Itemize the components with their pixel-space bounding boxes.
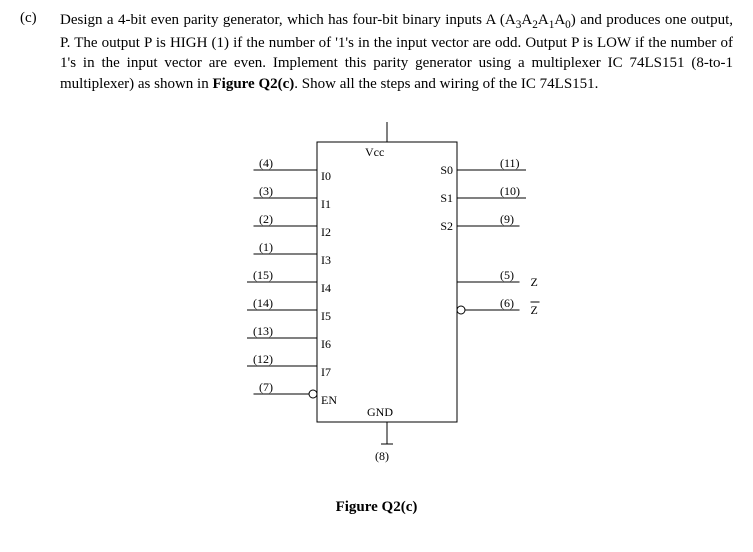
svg-text:S0: S0 [440, 163, 453, 177]
svg-text:(11): (11) [500, 156, 520, 170]
svg-text:I0: I0 [321, 169, 331, 183]
svg-text:(10): (10) [500, 184, 520, 198]
question-text: Design a 4-bit even parity generator, wh… [60, 10, 733, 94]
svg-text:(15): (15) [253, 268, 273, 282]
qtext-mid3: A [554, 12, 565, 28]
svg-text:GND: GND [367, 405, 393, 419]
svg-text:(9): (9) [500, 212, 514, 226]
svg-text:(2): (2) [259, 212, 273, 226]
qtext-mid1: A [521, 12, 532, 28]
svg-text:(5): (5) [500, 268, 514, 282]
svg-text:(1): (1) [259, 240, 273, 254]
svg-text:(7): (7) [259, 380, 273, 394]
qtext-end: . Show all the steps and wiring of the I… [294, 76, 598, 92]
svg-text:EN: EN [321, 393, 337, 407]
svg-text:S1: S1 [440, 191, 453, 205]
svg-text:I2: I2 [321, 225, 331, 239]
qtext-figref: Figure Q2(c) [212, 76, 294, 92]
svg-text:S2: S2 [440, 219, 453, 233]
svg-text:I5: I5 [321, 309, 331, 323]
svg-text:(6): (6) [500, 296, 514, 310]
question-label: (c) [20, 10, 60, 27]
svg-text:Z: Z [530, 303, 537, 317]
qtext-pre: Design a 4-bit even parity generator, wh… [60, 12, 516, 28]
svg-text:I7: I7 [321, 365, 331, 379]
svg-text:Vcc: Vcc [365, 145, 384, 159]
svg-text:I1: I1 [321, 197, 331, 211]
figure-caption: Figure Q2(c) [20, 499, 733, 516]
svg-text:(8): (8) [375, 449, 389, 463]
qtext-mid2: A [538, 12, 549, 28]
svg-text:(4): (4) [259, 156, 273, 170]
svg-text:Z: Z [530, 275, 537, 289]
svg-text:I6: I6 [321, 337, 331, 351]
svg-text:(3): (3) [259, 184, 273, 198]
question-row: (c) Design a 4-bit even parity generator… [20, 10, 733, 94]
svg-text:(12): (12) [253, 352, 273, 366]
ic-diagram: Vcc(16)GND(8)I0(4)I1(3)I2(2)I3(1)I4(15)I… [197, 122, 557, 482]
svg-text:I3: I3 [321, 253, 331, 267]
svg-text:(14): (14) [253, 296, 273, 310]
svg-text:I4: I4 [321, 281, 331, 295]
svg-text:(13): (13) [253, 324, 273, 338]
figure-wrap: Vcc(16)GND(8)I0(4)I1(3)I2(2)I3(1)I4(15)I… [20, 122, 733, 516]
